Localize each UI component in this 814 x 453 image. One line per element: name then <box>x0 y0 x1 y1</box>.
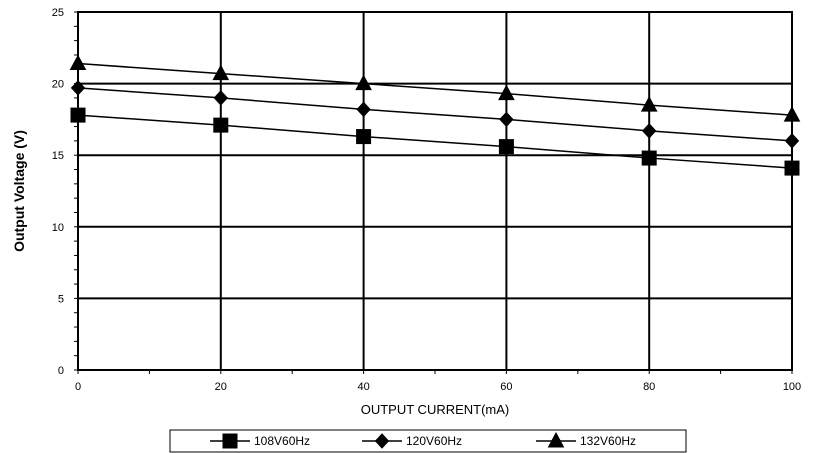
data-point <box>499 111 514 128</box>
y-tick-label: 0 <box>58 365 64 377</box>
legend-item: 120V60Hz <box>362 433 462 449</box>
legend-marker <box>547 431 565 448</box>
y-tick-label: 25 <box>52 7 64 19</box>
grid-lines <box>77 11 793 371</box>
data-point <box>356 129 372 145</box>
x-tick-labels: 0 20 40 60 80 100 <box>75 381 801 393</box>
data-point <box>784 133 800 149</box>
data-point <box>642 123 657 139</box>
x-tick-label: 60 <box>500 381 512 393</box>
y-tick-label: 10 <box>52 222 64 234</box>
data-point <box>498 84 515 101</box>
data-point <box>784 160 800 176</box>
y-tick-label: 20 <box>52 79 64 91</box>
legend-marker <box>374 433 390 449</box>
series-120V60Hz <box>70 80 800 149</box>
legend-item: 132V60Hz <box>536 431 636 448</box>
data-point <box>69 54 87 71</box>
x-axis-title: OUTPUT CURRENT(mA) <box>361 402 510 417</box>
series-132V60Hz <box>69 54 801 122</box>
data-point <box>498 139 514 155</box>
data-point <box>70 80 86 96</box>
data-point <box>70 107 86 123</box>
plot-area-frame <box>77 11 793 371</box>
minor-ticks <box>74 11 793 374</box>
data-point <box>640 96 658 112</box>
series-108V60Hz <box>70 107 800 176</box>
x-tick-label: 20 <box>215 381 227 393</box>
series-layer <box>69 54 801 176</box>
x-tick-label: 100 <box>783 381 801 393</box>
data-point <box>213 90 228 106</box>
legend-label: 132V60Hz <box>580 434 636 448</box>
y-tick-labels: 0 5 10 15 20 25 <box>52 7 64 377</box>
x-tick-label: 80 <box>643 381 655 393</box>
data-point <box>212 64 230 81</box>
data-point <box>356 101 371 118</box>
legend-marker <box>222 433 238 449</box>
x-tick-label: 0 <box>75 381 81 393</box>
legend-label: 108V60Hz <box>254 434 310 448</box>
series-line <box>77 62 793 116</box>
legend-item: 108V60Hz <box>210 433 310 449</box>
y-tick-label: 5 <box>58 293 64 305</box>
legend-label: 120V60Hz <box>406 434 462 448</box>
data-point <box>355 74 372 91</box>
data-point <box>641 150 657 166</box>
series-line <box>77 87 793 142</box>
data-point <box>213 117 229 133</box>
series-line <box>77 114 793 169</box>
y-tick-label: 15 <box>52 150 64 162</box>
data-point <box>783 106 801 122</box>
x-tick-label: 40 <box>357 381 369 393</box>
legend: 108V60Hz 120V60Hz 132V60Hz <box>169 429 687 453</box>
y-axis-title: Output Voltage (V) <box>11 130 27 252</box>
